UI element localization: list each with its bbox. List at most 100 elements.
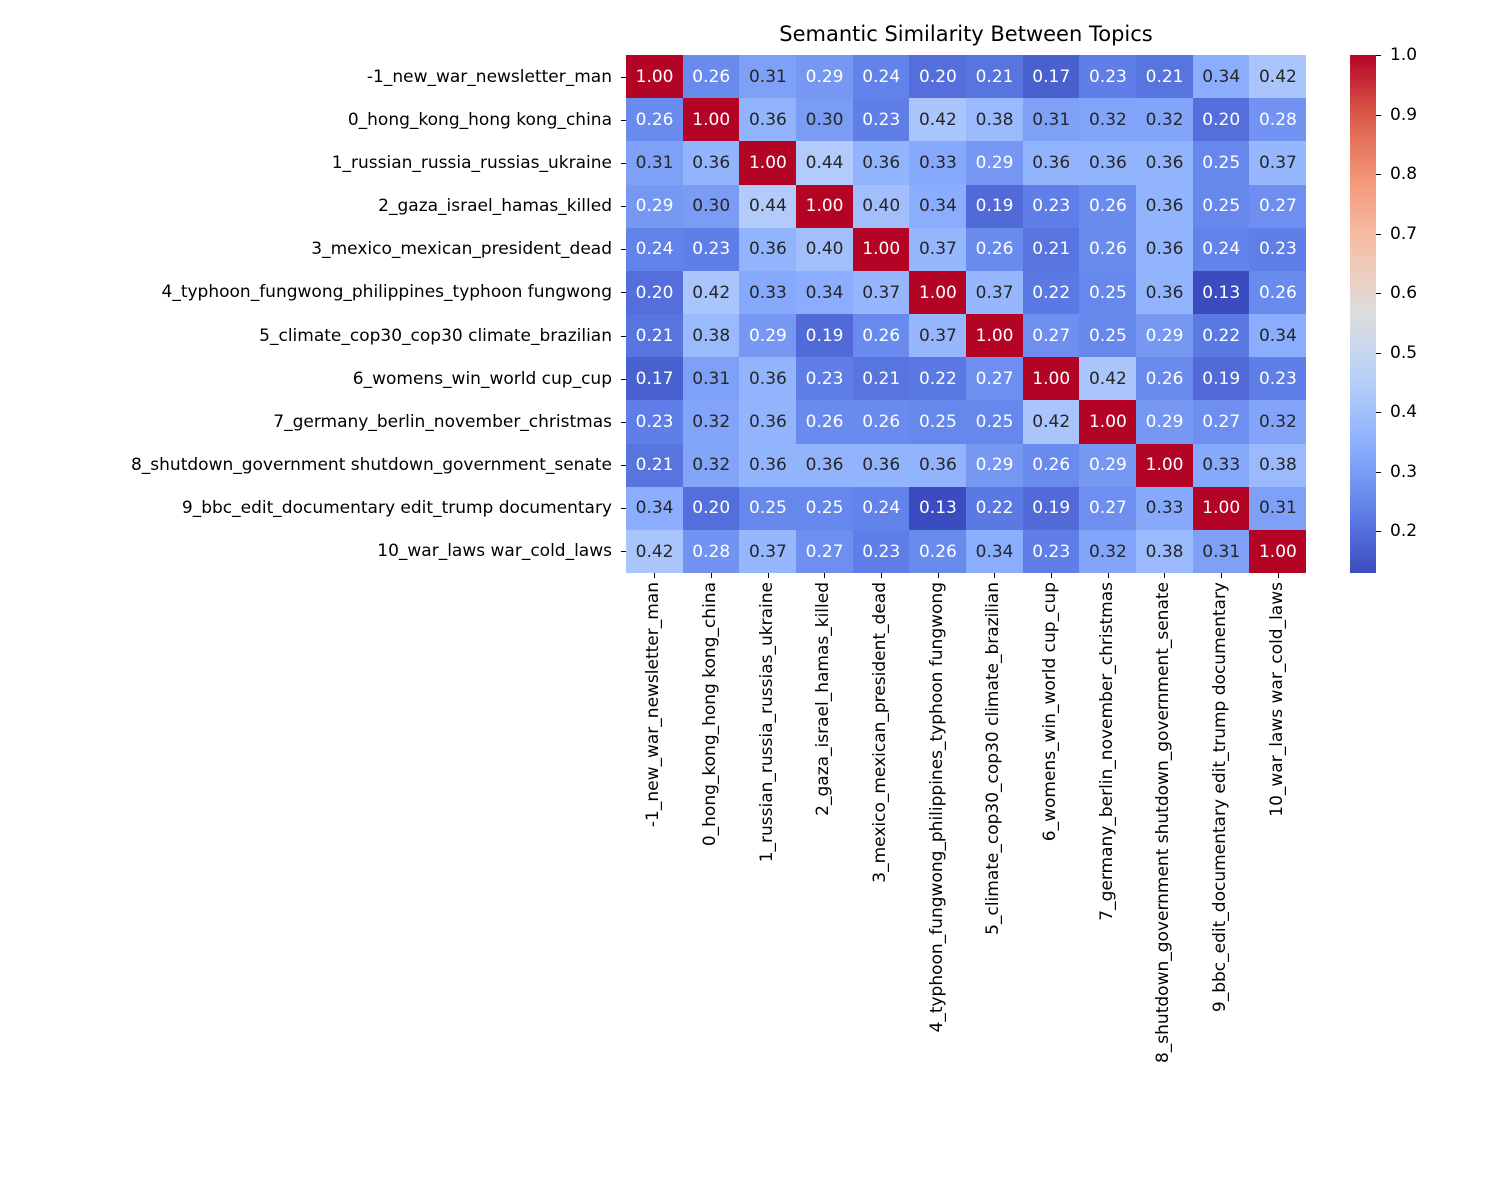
colorbar-tick-label: 0.5 [1390, 342, 1418, 363]
heatmap-cell: 0.32 [682, 400, 740, 444]
y-tick [621, 378, 626, 380]
heatmap-cell: 0.25 [1079, 314, 1137, 358]
heatmap-cell: 0.17 [1022, 55, 1080, 99]
heatmap-cell: 0.36 [1136, 184, 1194, 229]
x-tick [937, 573, 939, 578]
colorbar-tick [1376, 471, 1381, 473]
heatmap-cell: 0.36 [852, 141, 910, 185]
heatmap-cell: 0.23 [626, 400, 684, 444]
heatmap-cell: 0.26 [682, 55, 740, 99]
x-tick [994, 573, 996, 578]
y-tick [621, 76, 626, 78]
heatmap-cell: 0.42 [1079, 357, 1137, 401]
heatmap-cell: 0.22 [966, 486, 1024, 531]
heatmap-cell: 0.37 [739, 529, 797, 574]
heatmap-cell: 0.36 [852, 443, 910, 488]
x-tick-label: 1_russian_russia_russias_ukraine [756, 582, 777, 863]
x-tick [1107, 573, 1109, 578]
heatmap-cell: 0.25 [1192, 141, 1250, 185]
heatmap-cell: 0.26 [852, 314, 910, 358]
heatmap-cell: 0.19 [1022, 486, 1080, 531]
y-tick-label: 1_russian_russia_russias_ukraine [331, 152, 612, 173]
heatmap-cell: 0.31 [1249, 486, 1307, 531]
heatmap-cell: 0.29 [626, 184, 684, 229]
x-tick [654, 573, 656, 578]
heatmap-cell: 0.23 [1249, 357, 1307, 401]
heatmap-cell: 0.34 [626, 486, 684, 531]
heatmap-cell: 0.40 [852, 184, 910, 229]
heatmap-cell: 0.31 [739, 55, 797, 99]
heatmap-cell: 0.36 [739, 357, 797, 401]
heatmap-cell: 0.25 [909, 400, 967, 444]
heatmap-cell: 0.32 [1136, 98, 1194, 142]
x-tick-label: 0_hong_kong_hong kong_china [700, 582, 720, 847]
y-tick-label: 4_typhoon_fungwong_philippines_typhoon f… [161, 282, 612, 303]
heatmap-cell: 0.37 [852, 270, 910, 315]
heatmap-cell: 0.26 [1079, 227, 1137, 272]
chart-title: Semantic Similarity Between Topics [779, 22, 1153, 46]
heatmap-cell: 0.13 [909, 486, 967, 531]
heatmap-cell: 0.21 [852, 357, 910, 401]
heatmap-cell: 0.23 [852, 98, 910, 142]
heatmap-cell: 1.00 [796, 184, 854, 229]
heatmap-cell: 0.34 [796, 270, 854, 315]
heatmap-cell: 0.25 [739, 486, 797, 531]
y-tick [621, 162, 626, 164]
heatmap-cell: 0.17 [626, 357, 684, 401]
heatmap-cell: 0.36 [909, 443, 967, 488]
x-tick-label: 9_bbc_edit_documentary edit_trump docume… [1210, 582, 1230, 1013]
x-tick-label: 4_typhoon_fungwong_philippines_typhoon f… [926, 582, 947, 1033]
heatmap-cell: 0.32 [1249, 400, 1307, 444]
heatmap-cell: 0.21 [626, 314, 684, 358]
heatmap-cell: 0.22 [909, 357, 967, 401]
y-tick-label: 5_climate_cop30_cop30 climate_brazilian [259, 325, 612, 346]
y-tick [621, 421, 626, 423]
heatmap-cell: 0.32 [1079, 529, 1137, 574]
colorbar-tick-label: 0.6 [1390, 283, 1418, 304]
colorbar-tick-label: 1.0 [1390, 45, 1418, 65]
heatmap-cell: 0.26 [1079, 184, 1137, 229]
heatmap-cell: 1.00 [682, 98, 740, 142]
heatmap-cell: 0.42 [1022, 400, 1080, 444]
heatmap-cell: 0.32 [1079, 98, 1137, 142]
heatmap-cell: 0.22 [1022, 270, 1080, 315]
heatmap-cell: 0.26 [1022, 443, 1080, 488]
heatmap-cell: 0.20 [682, 486, 740, 531]
heatmap-cell: 0.38 [966, 98, 1024, 142]
heatmap-cell: 0.42 [909, 98, 967, 142]
heatmap-cell: 0.25 [966, 400, 1024, 444]
heatmap-cell: 0.29 [1079, 443, 1137, 488]
colorbar-tick [1376, 293, 1381, 295]
colorbar-tick [1376, 352, 1381, 354]
heatmap-cell: 0.26 [796, 400, 854, 444]
heatmap-cell: 0.25 [1079, 270, 1137, 315]
heatmap-cell: 0.23 [796, 357, 854, 401]
heatmap-cell: 0.36 [739, 98, 797, 142]
heatmap-cell: 0.27 [1022, 314, 1080, 358]
heatmap-cell: 0.19 [796, 314, 854, 358]
heatmap-cell: 0.42 [1249, 55, 1307, 99]
y-tick-label: 9_bbc_edit_documentary edit_trump docume… [181, 498, 612, 519]
heatmap-cell: 1.00 [966, 314, 1024, 358]
y-tick-label: 2_gaza_israel_hamas_killed [378, 196, 612, 217]
heatmap-cell: 0.23 [1079, 55, 1137, 99]
y-tick [621, 465, 626, 467]
heatmap-cell: 0.25 [1192, 184, 1250, 229]
colorbar-tick [1376, 114, 1381, 116]
heatmap-cell: 0.31 [626, 141, 684, 185]
colorbar-tick-label: 0.2 [1390, 521, 1418, 542]
y-tick [621, 249, 626, 251]
colorbar-tick [1376, 233, 1381, 235]
y-tick [621, 206, 626, 208]
heatmap-cell: 1.00 [1249, 529, 1307, 574]
heatmap-cell: 0.27 [966, 357, 1024, 401]
heatmap-cell: 1.00 [852, 227, 910, 272]
heatmap-cell: 0.44 [796, 141, 854, 185]
heatmap-cell: 0.37 [909, 227, 967, 272]
heatmap-cell: 0.23 [1022, 184, 1080, 229]
heatmap-cell: 0.19 [966, 184, 1024, 229]
heatmap-cell: 0.29 [966, 141, 1024, 185]
heatmap-cell: 0.21 [626, 443, 684, 488]
y-tick-label: -1_new_war_newsletter_man [366, 66, 612, 87]
heatmap-cell: 0.36 [1136, 141, 1194, 185]
